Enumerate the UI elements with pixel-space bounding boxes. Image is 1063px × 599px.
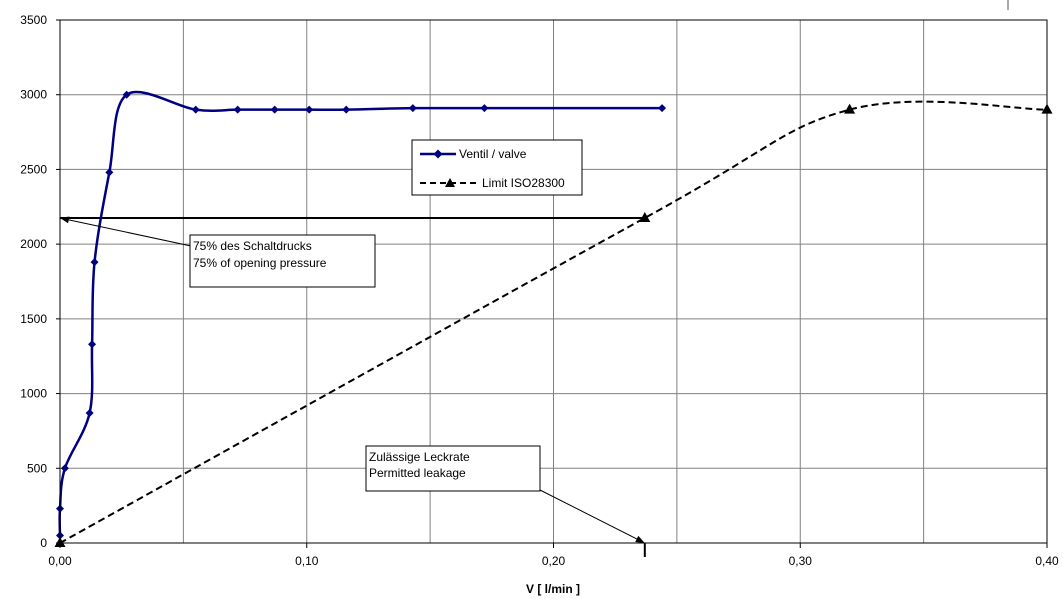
- legend: Ventil / valve Limit ISO28300: [411, 139, 583, 196]
- series-valve-point: [85, 408, 94, 417]
- tick-labels: 0 500 1000 1500 2000 2500 3000 3500 0,00 0,10 0,20…: [20, 13, 1059, 568]
- annotation-opening-box: [189, 234, 376, 288]
- x-tick-label: 0,20: [542, 554, 566, 568]
- series-valve-point: [270, 105, 279, 114]
- annotation-leakage-box: [365, 445, 541, 492]
- legend-valve-label: Ventil / valve: [459, 147, 527, 161]
- y-tick-label: 3000: [20, 88, 47, 102]
- series-valve-point: [480, 104, 489, 113]
- legend-box: [411, 139, 583, 196]
- y-tick-label: 1000: [20, 387, 47, 401]
- annotation-leakage-line-1: Zulässige Leckrate: [369, 450, 470, 464]
- series-limit-point: [639, 211, 651, 222]
- series-valve-point: [191, 105, 200, 114]
- axes: [56, 19, 1048, 548]
- series-valve-point: [105, 168, 114, 177]
- annotation-opening-line-1: 75% des Schaltdrucks: [193, 239, 312, 253]
- series-valve-point: [305, 105, 314, 114]
- y-tick-label: 3500: [20, 13, 47, 27]
- series-valve-point: [60, 464, 69, 473]
- series-valve-point: [658, 104, 667, 113]
- annotation-opening-arrowhead: [60, 216, 70, 224]
- series-valve-point: [90, 258, 99, 267]
- y-tick-label: 1500: [20, 312, 47, 326]
- series-valve-point: [233, 105, 242, 114]
- annotation-leakage-arrow-line: [539, 489, 637, 540]
- y-tick-label: 0: [40, 536, 47, 550]
- y-tick-label: 500: [27, 461, 47, 475]
- legend-limit-marker: [445, 178, 455, 187]
- series-group: [54, 90, 1053, 547]
- y-tick-label: 2500: [20, 162, 47, 176]
- legend-limit-label: Limit ISO28300: [482, 176, 565, 190]
- annotation-opening-arrow-line: [68, 219, 192, 247]
- legend-valve-marker: [433, 149, 443, 159]
- reference-lines: [60, 216, 646, 557]
- series-valve-point: [408, 104, 417, 113]
- series-valve-point: [342, 105, 351, 114]
- annotation-leakage-arrowhead: [635, 535, 645, 543]
- x-tick-label: 0,30: [789, 554, 813, 568]
- y-tick-label: 2000: [20, 237, 47, 251]
- x-tick-label: 0,10: [295, 554, 319, 568]
- series-limit-point: [844, 103, 856, 114]
- series-valve-point: [88, 340, 97, 349]
- x-axis-title: V [ l/min ]: [526, 582, 580, 596]
- x-tick-label: 0,00: [48, 554, 72, 568]
- annotation-opening-line-2: 75% of opening pressure: [193, 256, 327, 270]
- annotations: 75% des Schaltdrucks 75% of opening pres…: [60, 216, 645, 543]
- series-valve-point: [122, 90, 131, 99]
- annotation-leakage-line-2: Permitted leakage: [369, 466, 466, 480]
- x-tick-label: 0,40: [1035, 554, 1059, 568]
- series-limit-line: [59, 100, 1048, 544]
